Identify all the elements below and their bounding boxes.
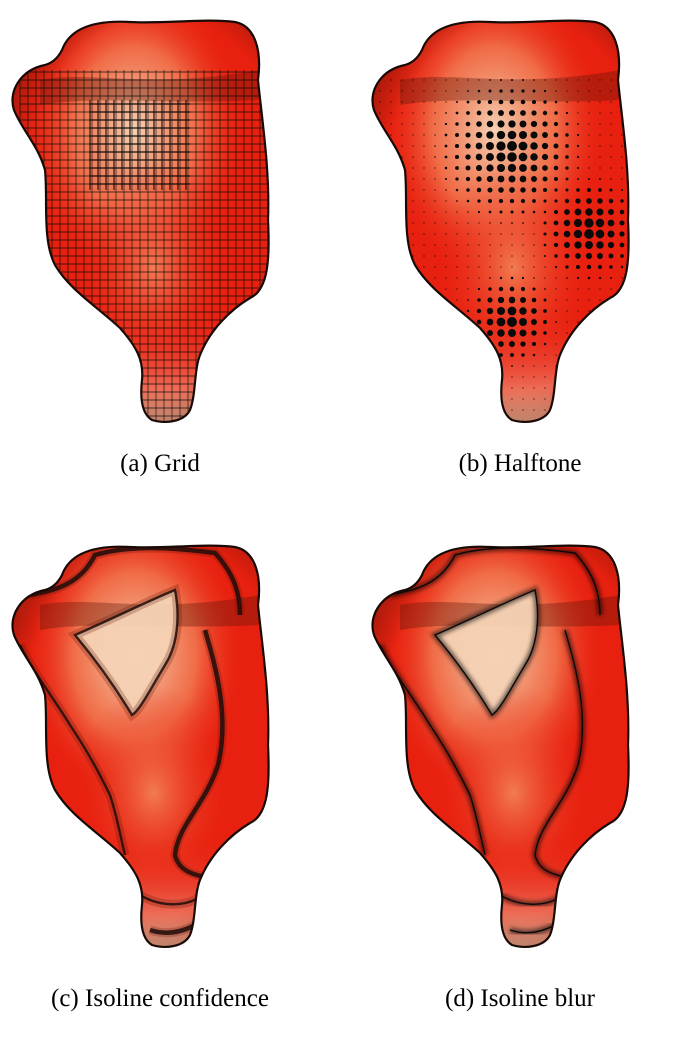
panel-isoline-blur: (d) Isoline blur (360, 535, 677, 1045)
halftone-shape-render (371, 19, 630, 423)
panel-halftone: (b) Halftone (360, 10, 677, 520)
isoline-blur-shape-render (371, 544, 630, 948)
caption-grid: (a) Grid (120, 450, 200, 477)
panel-isoline-confidence: (c) Isoline confidence (0, 535, 320, 1045)
caption-isoline-confidence: (c) Isoline confidence (51, 985, 269, 1012)
isoline-confidence-shape-render (11, 544, 270, 948)
caption-halftone: (b) Halftone (458, 450, 582, 477)
panel-grid: (a) Grid (0, 10, 320, 520)
grid-shape-render (11, 19, 270, 423)
caption-isoline-blur: (d) Isoline blur (445, 985, 595, 1012)
